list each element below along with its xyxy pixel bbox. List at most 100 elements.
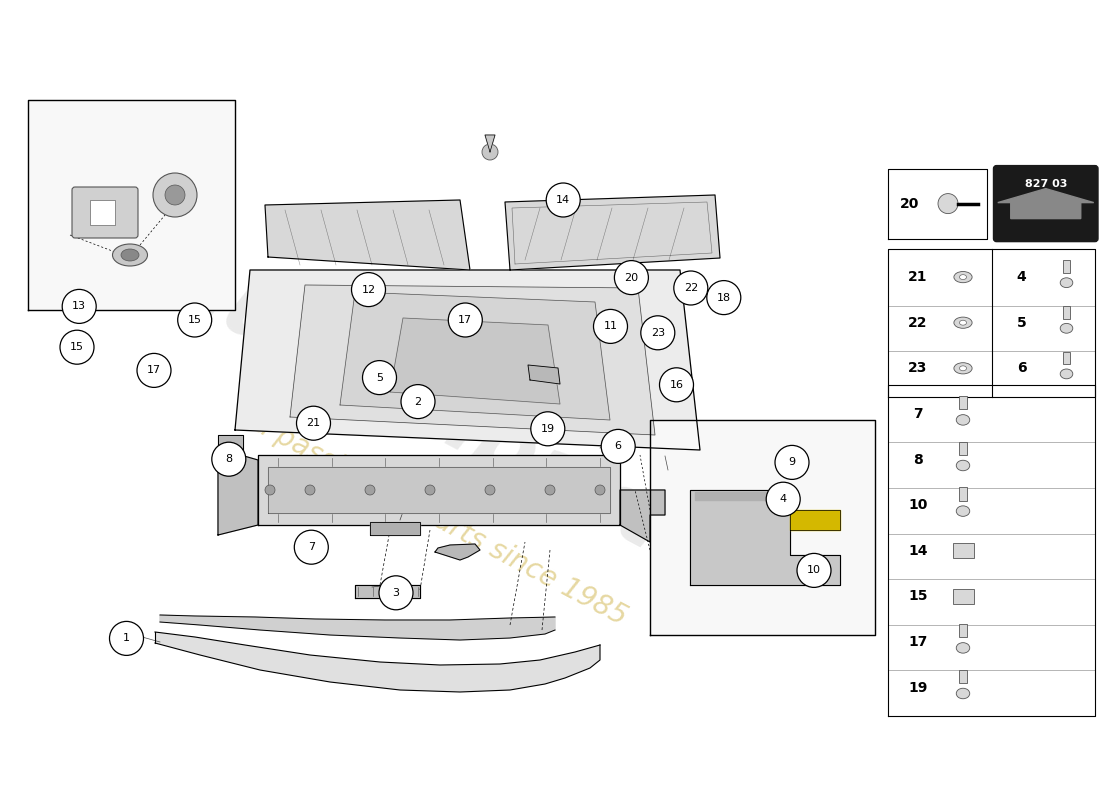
Text: 19: 19	[909, 681, 927, 694]
Text: 6: 6	[1016, 362, 1026, 375]
Bar	[959, 670, 967, 683]
Ellipse shape	[956, 642, 970, 653]
Ellipse shape	[954, 317, 972, 328]
Polygon shape	[235, 270, 700, 450]
Circle shape	[531, 412, 564, 446]
Circle shape	[297, 406, 330, 440]
Circle shape	[485, 485, 495, 495]
Ellipse shape	[954, 362, 972, 374]
Ellipse shape	[954, 271, 972, 282]
Text: 13: 13	[73, 302, 86, 311]
Bar	[953, 589, 974, 604]
Bar	[959, 442, 967, 455]
Text: 5: 5	[1016, 316, 1026, 330]
Bar	[1063, 306, 1070, 318]
Polygon shape	[485, 135, 495, 152]
Circle shape	[212, 442, 245, 476]
Polygon shape	[528, 365, 560, 384]
Ellipse shape	[956, 688, 970, 698]
Ellipse shape	[112, 244, 147, 266]
Text: 17: 17	[459, 315, 472, 325]
Text: 9: 9	[789, 458, 795, 467]
Ellipse shape	[959, 320, 967, 325]
Polygon shape	[340, 292, 610, 420]
Text: 21: 21	[307, 418, 320, 428]
Text: 17: 17	[909, 635, 927, 649]
Circle shape	[178, 303, 211, 337]
Circle shape	[138, 354, 170, 387]
Polygon shape	[505, 195, 720, 270]
Polygon shape	[888, 169, 987, 238]
Text: 18: 18	[717, 293, 730, 302]
Circle shape	[265, 485, 275, 495]
Ellipse shape	[1060, 323, 1072, 334]
Circle shape	[482, 144, 498, 160]
Circle shape	[449, 303, 482, 337]
Circle shape	[153, 173, 197, 217]
Polygon shape	[390, 318, 560, 404]
Polygon shape	[888, 614, 1094, 670]
Text: 8: 8	[913, 453, 923, 466]
Circle shape	[295, 530, 328, 564]
Text: 5: 5	[376, 373, 383, 382]
Text: 20: 20	[900, 197, 920, 210]
Text: 2: 2	[415, 397, 421, 406]
Circle shape	[60, 330, 94, 364]
Text: 14: 14	[557, 195, 570, 205]
Polygon shape	[888, 659, 1094, 716]
Polygon shape	[888, 340, 1094, 397]
Circle shape	[110, 622, 143, 655]
Polygon shape	[160, 615, 556, 640]
Polygon shape	[268, 467, 610, 513]
Ellipse shape	[956, 460, 970, 470]
Circle shape	[674, 271, 707, 305]
Polygon shape	[790, 510, 840, 530]
Circle shape	[365, 485, 375, 495]
Bar	[959, 396, 967, 410]
Circle shape	[707, 281, 740, 314]
Polygon shape	[370, 522, 420, 535]
Ellipse shape	[956, 506, 970, 516]
Circle shape	[776, 446, 808, 479]
Circle shape	[379, 576, 412, 610]
Polygon shape	[434, 544, 480, 560]
Polygon shape	[620, 490, 666, 542]
Bar	[959, 624, 967, 638]
Text: 7: 7	[913, 407, 923, 421]
Ellipse shape	[959, 366, 967, 370]
Text: a passion for parts since 1985: a passion for parts since 1985	[249, 409, 631, 631]
Circle shape	[660, 368, 693, 402]
Text: 3: 3	[393, 588, 399, 598]
FancyBboxPatch shape	[72, 187, 138, 238]
Ellipse shape	[956, 414, 970, 425]
Polygon shape	[888, 386, 1094, 442]
Circle shape	[425, 485, 435, 495]
Text: 23: 23	[909, 362, 927, 375]
Circle shape	[402, 385, 434, 418]
Ellipse shape	[1060, 369, 1072, 379]
Text: 10: 10	[909, 498, 927, 512]
Circle shape	[615, 261, 648, 294]
Text: 7: 7	[308, 542, 315, 552]
Text: 16: 16	[670, 380, 683, 390]
Polygon shape	[888, 568, 1094, 625]
Polygon shape	[888, 249, 1094, 306]
Bar	[1063, 260, 1070, 273]
Circle shape	[544, 485, 556, 495]
Polygon shape	[28, 100, 235, 310]
Polygon shape	[265, 200, 470, 270]
FancyBboxPatch shape	[993, 166, 1098, 242]
Text: 22: 22	[684, 283, 697, 293]
Ellipse shape	[959, 274, 967, 279]
Text: 1: 1	[123, 634, 130, 643]
Polygon shape	[218, 435, 243, 460]
Circle shape	[547, 183, 580, 217]
Polygon shape	[888, 477, 1094, 534]
Text: europaparts: europaparts	[157, 239, 723, 593]
Text: 15: 15	[188, 315, 201, 325]
Text: 10: 10	[807, 566, 821, 575]
Text: 15: 15	[909, 590, 927, 603]
Text: 19: 19	[541, 424, 554, 434]
Circle shape	[594, 310, 627, 343]
Polygon shape	[690, 490, 840, 585]
